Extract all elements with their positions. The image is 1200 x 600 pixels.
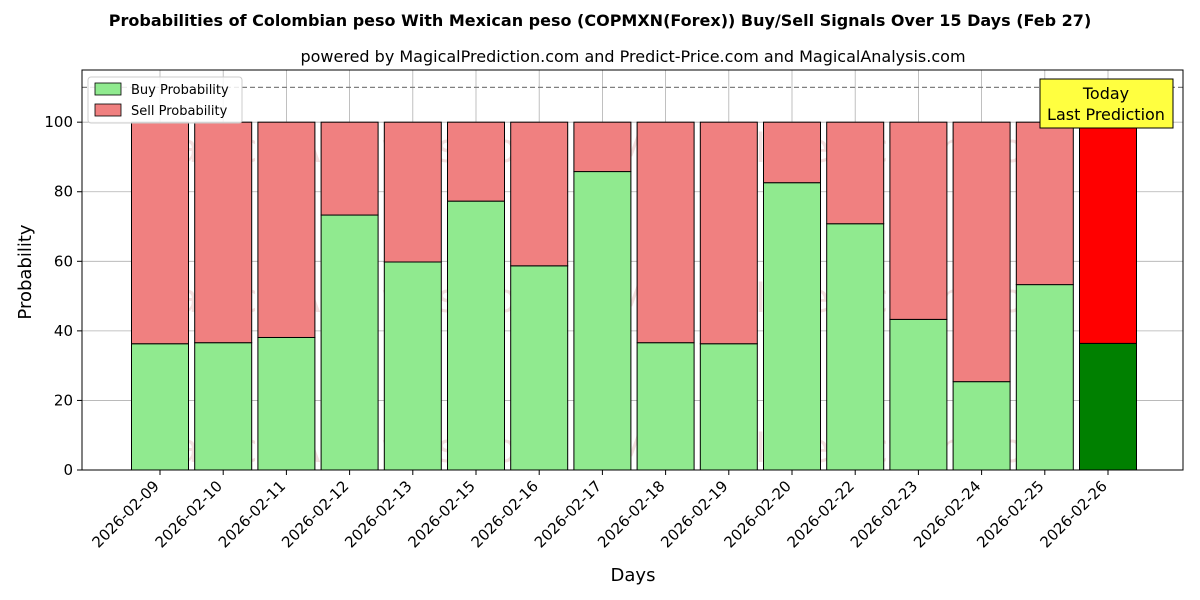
bar-sell-2026-02-11 bbox=[257, 121, 316, 338]
y-tick-label: 60 bbox=[54, 252, 73, 270]
bar-sell-2026-02-16 bbox=[510, 121, 569, 267]
bar-sell-2026-02-24 bbox=[952, 121, 1011, 383]
x-tick-label: 2026-02-25 bbox=[973, 477, 1047, 551]
x-tick-label: 2026-02-11 bbox=[215, 477, 289, 551]
chart-title: Probabilities of Colombian peso With Mex… bbox=[109, 11, 1092, 30]
bar-sell-2026-02-25 bbox=[1015, 121, 1074, 286]
y-tick-label: 40 bbox=[54, 322, 73, 340]
y-axis-label: Probability bbox=[15, 224, 36, 319]
bar-buy-2026-02-10 bbox=[194, 342, 253, 471]
bar-sell-2026-02-18 bbox=[636, 121, 695, 344]
x-tick-label: 2026-02-26 bbox=[1036, 477, 1110, 551]
bar-sell-2026-02-12 bbox=[320, 121, 379, 216]
bar-buy-2026-02-15 bbox=[447, 200, 505, 471]
bar-sell-2026-02-09 bbox=[131, 121, 189, 345]
bar-sell-2026-02-19 bbox=[699, 121, 758, 345]
bars bbox=[131, 121, 1137, 471]
x-axis-label: Days bbox=[611, 565, 656, 586]
bar-buy-2026-02-23 bbox=[889, 318, 948, 471]
bar-buy-2026-02-22 bbox=[826, 223, 885, 471]
x-tick-label: 2026-02-22 bbox=[784, 477, 858, 551]
x-axis-ticks: 2026-02-092026-02-102026-02-112026-02-12… bbox=[88, 470, 1111, 551]
bar-buy-2026-02-13 bbox=[383, 261, 442, 471]
x-tick-label: 2026-02-17 bbox=[531, 477, 605, 551]
x-tick-label: 2026-02-24 bbox=[910, 477, 984, 551]
x-tick-label: 2026-02-10 bbox=[152, 477, 226, 551]
bar-buy-2026-02-20 bbox=[763, 182, 821, 471]
bar-sell-2026-02-22 bbox=[826, 121, 885, 225]
legend-box bbox=[87, 76, 243, 124]
bar-buy-2026-02-26 bbox=[1079, 342, 1137, 471]
y-tick-label: 100 bbox=[44, 113, 73, 131]
bar-sell-2026-02-23 bbox=[889, 121, 948, 320]
bar-buy-2026-02-16 bbox=[510, 265, 569, 471]
x-tick-label: 2026-02-09 bbox=[88, 477, 162, 551]
y-tick-label: 20 bbox=[54, 391, 73, 409]
legend-buy-label: Buy Probability bbox=[131, 83, 229, 98]
today-annotation-line2: Last Prediction bbox=[1047, 105, 1165, 124]
today-annotation: Today Last Prediction bbox=[1039, 78, 1174, 129]
plot-frame bbox=[81, 69, 1184, 471]
x-tick-label: 2026-02-19 bbox=[657, 477, 731, 551]
legend-buy-swatch bbox=[94, 82, 122, 96]
bar-buy-2026-02-09 bbox=[131, 343, 189, 471]
legend: Buy Probability Sell Probability bbox=[87, 76, 243, 124]
bar-buy-2026-02-18 bbox=[636, 342, 695, 471]
bar-sell-2026-02-13 bbox=[383, 121, 442, 263]
bar-sell-2026-02-17 bbox=[573, 121, 632, 173]
y-tick-label: 0 bbox=[63, 461, 73, 479]
x-tick-label: 2026-02-12 bbox=[278, 477, 352, 551]
bar-buy-2026-02-12 bbox=[320, 214, 379, 471]
bar-buy-2026-02-17 bbox=[573, 171, 632, 471]
today-annotation-box bbox=[1039, 78, 1174, 129]
bar-sell-2026-02-20 bbox=[763, 121, 821, 184]
bar-buy-2026-02-24 bbox=[952, 381, 1011, 471]
x-tick-label: 2026-02-15 bbox=[404, 477, 478, 551]
bar-buy-2026-02-11 bbox=[257, 336, 316, 471]
bar-sell-2026-02-15 bbox=[447, 121, 505, 202]
x-tick-label: 2026-02-18 bbox=[594, 477, 668, 551]
y-axis-ticks: 0 20 40 60 80 100 bbox=[44, 113, 82, 479]
legend-sell-label: Sell Probability bbox=[131, 104, 228, 119]
legend-sell-swatch bbox=[94, 103, 122, 117]
bar-buy-2026-02-25 bbox=[1015, 284, 1074, 471]
x-tick-label: 2026-02-23 bbox=[847, 477, 921, 551]
bar-buy-2026-02-19 bbox=[699, 343, 758, 471]
y-tick-label: 80 bbox=[54, 183, 73, 201]
bar-sell-2026-02-26 bbox=[1079, 121, 1137, 344]
chart-subtitle: powered by MagicalPrediction.com and Pre… bbox=[300, 47, 965, 66]
bar-sell-2026-02-10 bbox=[194, 121, 253, 344]
today-annotation-line1: Today bbox=[1082, 84, 1129, 103]
x-tick-label: 2026-02-20 bbox=[720, 477, 794, 551]
x-tick-label: 2026-02-16 bbox=[468, 477, 542, 551]
x-tick-label: 2026-02-13 bbox=[341, 477, 415, 551]
